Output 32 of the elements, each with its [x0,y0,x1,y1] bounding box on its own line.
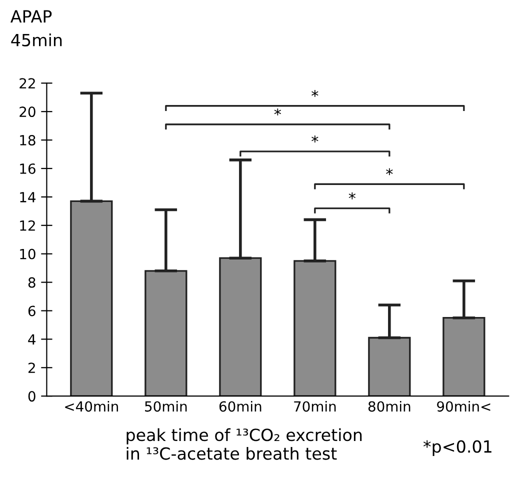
x-tick-label: 50min [145,400,187,412]
bar [368,336,411,396]
annotation: * [312,90,318,97]
y-tick-label: 14 [20,192,36,202]
y-tick-label: 12 [20,220,35,231]
y-tick-label: 18 [20,135,36,146]
y-tick-label: 20 [20,106,36,118]
x-axis-title: peak time of ¹³CO₂ excretion in ¹³C-acetate breath test [126,428,362,460]
y-tick-label: 16 [20,163,36,174]
annotation: * [274,108,282,116]
annotation: * [348,192,356,200]
y-tick-label: 10 [20,248,36,260]
bar [442,317,486,396]
y-tick-label: 0 [28,391,36,402]
x-tick-label: 60min [219,400,262,412]
bar [294,260,336,396]
y-tick-label: 2 [28,362,35,373]
chart-title: APAP 45min [10,10,62,46]
bar [219,257,262,396]
x-tick-label: 90min< [437,400,490,412]
y-tick-label: 4 [28,334,36,344]
y-tick-label: 22 [20,78,35,88]
y-tick-label: 6 [28,306,36,316]
annotation: * [312,135,318,142]
x-tick-label: <40min [65,400,118,412]
bar [70,200,113,396]
x-tick-label: 80min [368,400,410,412]
text: *p<0.01 [423,440,492,456]
x-tick-label: 70min [294,400,336,412]
y-tick-label: 8 [28,277,36,288]
annotation: * [386,168,393,176]
bar [144,270,188,396]
